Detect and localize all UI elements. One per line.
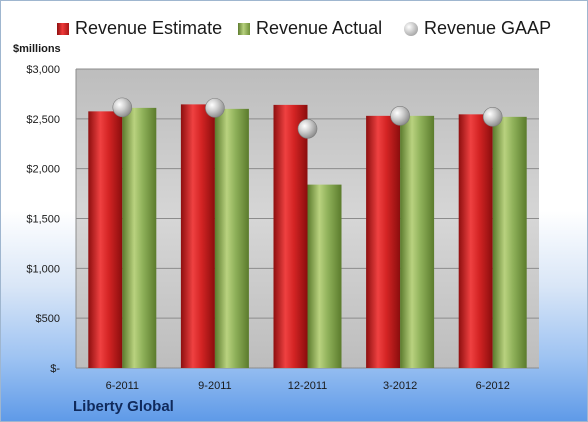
- bar-revenue-actual: [492, 116, 527, 368]
- y-tick-label: $2,000: [26, 164, 60, 176]
- legend-item-revenue-estimate: Revenue Estimate: [57, 18, 222, 39]
- legend-label-revenue-gaap: Revenue GAAP: [424, 18, 552, 38]
- bar-revenue-actual: [214, 108, 249, 368]
- y-tick-label: $2,500: [26, 114, 60, 126]
- y-tick-label: $1,000: [26, 263, 60, 275]
- legend: Revenue Estimate Revenue Actual Revenue …: [1, 18, 587, 42]
- y-axis-unit-label: $millions: [13, 43, 61, 55]
- company-label: Liberty Global: [73, 398, 174, 415]
- bar-revenue-estimate: [273, 104, 308, 368]
- marker-revenue-gaap: [390, 106, 410, 126]
- x-tick-label: 12-2011: [288, 380, 328, 392]
- legend-marker-grey: [404, 21, 418, 36]
- bar-revenue-estimate: [88, 111, 123, 368]
- bar-revenue-estimate: [180, 104, 215, 369]
- y-tick-label: $-: [50, 363, 60, 375]
- y-tick-label: $3,000: [26, 64, 60, 76]
- legend-label-revenue-actual: Revenue Actual: [256, 18, 383, 38]
- legend-item-revenue-gaap: Revenue GAAP: [404, 18, 551, 39]
- legend-item-revenue-actual: Revenue Actual: [238, 18, 382, 39]
- bar-revenue-estimate: [458, 114, 493, 369]
- x-tick-label: 6-2011: [106, 380, 139, 392]
- legend-label-revenue-estimate: Revenue Estimate: [75, 18, 223, 38]
- bar-revenue-actual: [122, 107, 157, 369]
- x-tick-label: 9-2011: [198, 380, 231, 392]
- y-tick-label: $1,500: [26, 214, 60, 226]
- x-tick-label: 6-2012: [476, 380, 510, 392]
- bar-revenue-estimate: [366, 115, 401, 369]
- marker-revenue-gaap: [112, 97, 133, 118]
- bar-revenue-actual: [400, 115, 435, 369]
- marker-revenue-gaap: [205, 98, 225, 118]
- legend-swatch-red: [57, 22, 69, 35]
- x-tick-label: 3-2012: [383, 380, 417, 392]
- y-tick-label: $500: [36, 313, 60, 325]
- legend-swatch-green: [238, 22, 250, 35]
- marker-revenue-gaap: [482, 107, 503, 127]
- bar-revenue-actual: [307, 184, 342, 368]
- marker-revenue-gaap: [297, 119, 318, 139]
